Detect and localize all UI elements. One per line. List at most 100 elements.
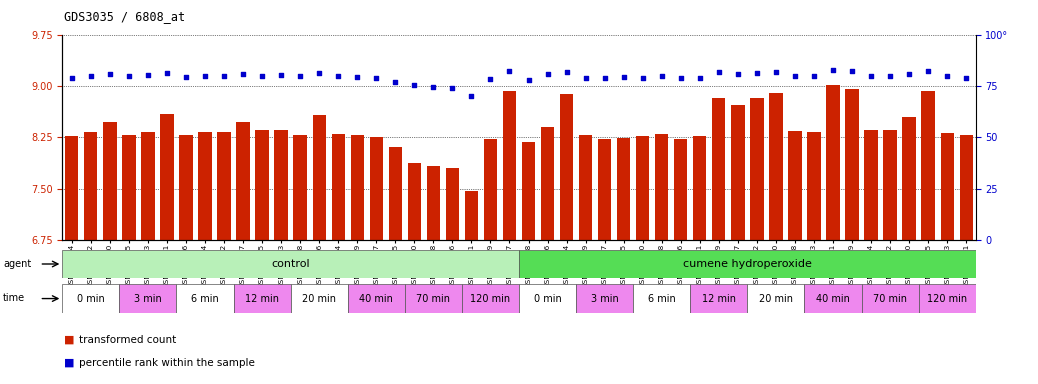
Point: [938, 73, 955, 79]
Point: [216, 73, 233, 79]
Point: [367, 75, 384, 81]
Text: 20 min: 20 min: [759, 293, 793, 304]
Text: 120 min: 120 min: [927, 293, 967, 304]
Bar: [255, 131, 269, 240]
Bar: [902, 117, 916, 240]
Point: [787, 73, 803, 79]
Point: [235, 71, 251, 77]
Bar: [788, 131, 801, 240]
Bar: [576, 284, 633, 313]
Point: [273, 72, 290, 78]
Point: [83, 73, 100, 79]
Bar: [502, 91, 516, 240]
Point: [844, 68, 861, 74]
Bar: [617, 138, 630, 240]
Text: ■: ■: [64, 335, 75, 345]
Bar: [237, 121, 250, 240]
Point: [748, 70, 765, 76]
Point: [196, 73, 214, 79]
Point: [958, 74, 975, 81]
Bar: [331, 134, 345, 240]
Point: [501, 68, 518, 74]
Text: ■: ■: [64, 358, 75, 368]
Bar: [541, 127, 554, 240]
Bar: [388, 147, 402, 240]
Bar: [633, 284, 690, 313]
Bar: [598, 139, 611, 240]
Bar: [180, 134, 193, 240]
Point: [292, 73, 308, 79]
Bar: [462, 284, 519, 313]
Text: 120 min: 120 min: [470, 293, 511, 304]
Bar: [176, 284, 234, 313]
Point: [425, 84, 441, 90]
Bar: [445, 168, 459, 240]
Bar: [405, 284, 462, 313]
Bar: [122, 135, 136, 240]
Text: 20 min: 20 min: [302, 293, 336, 304]
Point: [120, 73, 137, 79]
Point: [310, 70, 327, 76]
Point: [654, 73, 671, 79]
Bar: [217, 132, 230, 240]
Text: 3 min: 3 min: [134, 293, 162, 304]
Text: 40 min: 40 min: [359, 293, 393, 304]
Bar: [312, 115, 326, 240]
Text: 12 min: 12 min: [245, 293, 279, 304]
Text: percentile rank within the sample: percentile rank within the sample: [79, 358, 254, 368]
Bar: [883, 131, 897, 240]
Bar: [160, 114, 173, 240]
Bar: [465, 191, 479, 240]
Bar: [922, 91, 935, 240]
Point: [63, 74, 80, 81]
Point: [387, 79, 404, 85]
Bar: [348, 284, 405, 313]
Point: [159, 70, 175, 76]
Text: transformed count: transformed count: [79, 335, 176, 345]
Bar: [959, 134, 973, 240]
Point: [634, 74, 651, 81]
Bar: [62, 284, 119, 313]
Bar: [519, 250, 976, 278]
Bar: [919, 284, 976, 313]
Point: [406, 81, 422, 88]
Point: [767, 68, 784, 74]
Bar: [579, 135, 593, 240]
Bar: [655, 134, 668, 240]
Bar: [712, 98, 726, 240]
Bar: [291, 284, 348, 313]
Bar: [519, 284, 576, 313]
Bar: [862, 284, 919, 313]
Bar: [198, 132, 212, 240]
Point: [139, 72, 156, 78]
Point: [710, 69, 727, 75]
Bar: [484, 139, 497, 240]
Bar: [351, 135, 364, 240]
Bar: [294, 135, 307, 240]
Bar: [769, 93, 783, 240]
Bar: [408, 163, 421, 240]
Point: [330, 73, 347, 79]
Text: cumene hydroperoxide: cumene hydroperoxide: [683, 259, 812, 269]
Bar: [119, 284, 176, 313]
Text: 70 min: 70 min: [873, 293, 907, 304]
Bar: [845, 89, 858, 240]
Bar: [693, 136, 707, 240]
Bar: [234, 284, 291, 313]
Bar: [804, 284, 862, 313]
Bar: [559, 94, 573, 240]
Text: 0 min: 0 min: [77, 293, 105, 304]
Text: agent: agent: [3, 259, 31, 269]
Text: 6 min: 6 min: [191, 293, 219, 304]
Text: 70 min: 70 min: [416, 293, 450, 304]
Bar: [427, 166, 440, 240]
Bar: [141, 132, 155, 240]
Bar: [370, 137, 383, 240]
Point: [177, 74, 194, 80]
Point: [881, 73, 898, 79]
Point: [558, 68, 575, 74]
Point: [824, 67, 841, 73]
Bar: [808, 132, 821, 240]
Text: GDS3035 / 6808_at: GDS3035 / 6808_at: [64, 10, 186, 23]
Point: [540, 71, 556, 77]
